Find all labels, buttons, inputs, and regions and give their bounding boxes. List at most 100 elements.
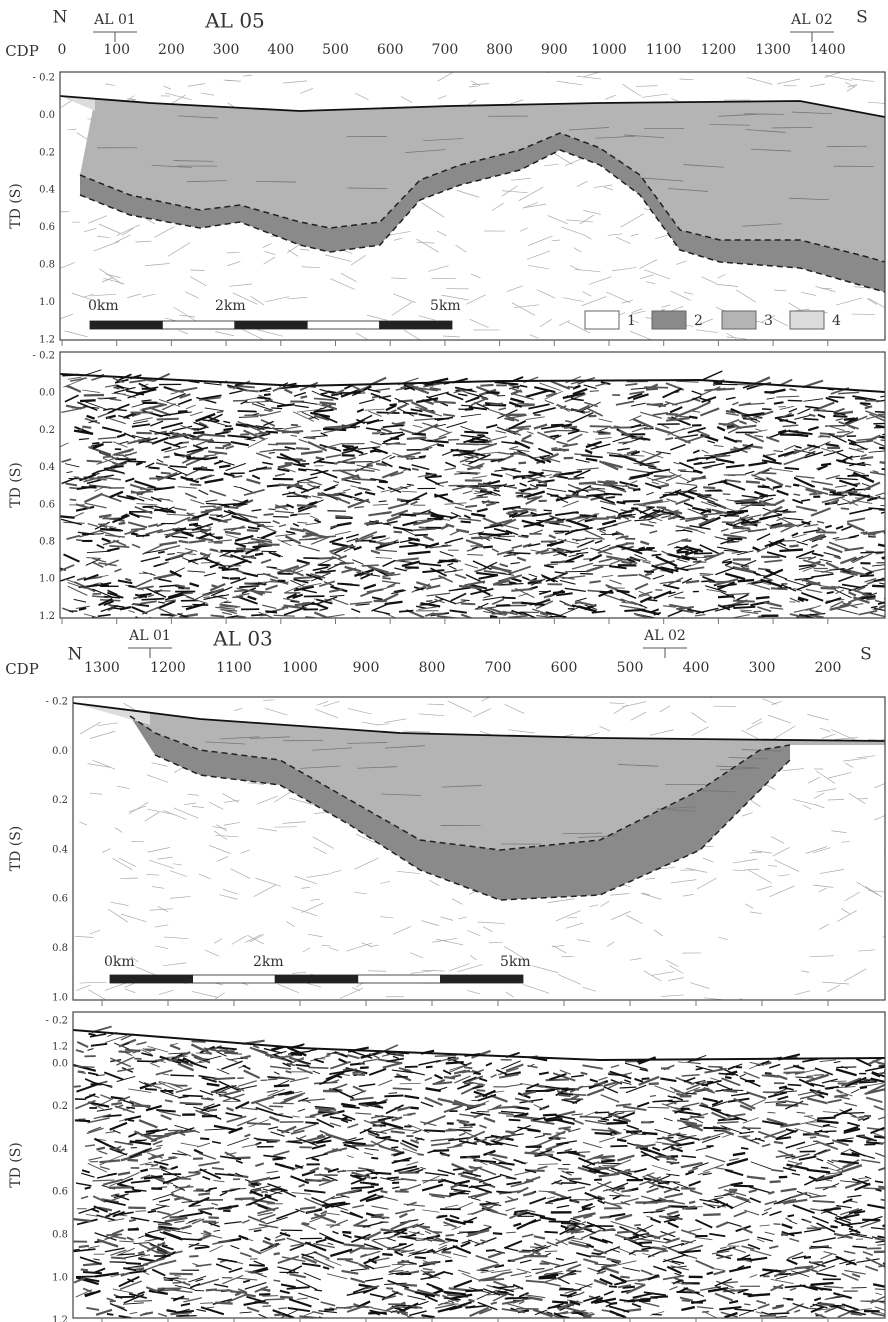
reflector bbox=[415, 518, 435, 522]
reflector bbox=[813, 884, 834, 888]
reflector bbox=[356, 464, 381, 471]
reflector bbox=[510, 428, 524, 434]
reflector bbox=[320, 1210, 328, 1215]
internal-reflector bbox=[742, 223, 783, 227]
reflector bbox=[352, 496, 371, 503]
reflector bbox=[622, 1267, 641, 1272]
reflector bbox=[283, 607, 305, 616]
reflector bbox=[343, 479, 361, 484]
reflector bbox=[454, 472, 470, 475]
reflector bbox=[60, 442, 69, 448]
reflector bbox=[630, 331, 653, 340]
reflector bbox=[585, 457, 598, 462]
reflector bbox=[225, 445, 235, 450]
reflector bbox=[639, 596, 653, 604]
reflector bbox=[130, 532, 138, 536]
reflector bbox=[368, 410, 382, 417]
reflector bbox=[171, 1289, 193, 1294]
reflector bbox=[838, 586, 852, 591]
reflector bbox=[769, 1210, 782, 1217]
reflector bbox=[847, 1194, 862, 1198]
reflector bbox=[634, 582, 649, 591]
reflector bbox=[625, 1084, 647, 1094]
reflector bbox=[726, 336, 747, 340]
reflector bbox=[300, 395, 308, 399]
reflector bbox=[445, 523, 455, 528]
reflector bbox=[584, 529, 603, 539]
reflector bbox=[599, 590, 614, 594]
reflector bbox=[424, 1077, 433, 1082]
reflector bbox=[824, 72, 843, 78]
reflector bbox=[571, 604, 596, 613]
reflector bbox=[167, 242, 191, 257]
reflector bbox=[60, 518, 82, 526]
reflector bbox=[262, 604, 277, 610]
reflector bbox=[825, 561, 839, 570]
reflector bbox=[553, 551, 566, 557]
reflector bbox=[746, 1091, 767, 1100]
reflector bbox=[810, 507, 832, 517]
internal-reflector bbox=[151, 164, 192, 168]
reflector bbox=[723, 419, 740, 427]
reflector bbox=[766, 551, 787, 558]
reflector bbox=[274, 826, 297, 828]
south-label: S bbox=[860, 645, 872, 665]
reflector bbox=[449, 1214, 460, 1220]
reflector bbox=[544, 1230, 558, 1234]
reflector bbox=[556, 1310, 569, 1316]
reflector bbox=[300, 450, 323, 455]
reflector bbox=[630, 233, 639, 237]
reflector bbox=[547, 1196, 555, 1200]
reflector bbox=[792, 433, 809, 438]
reflector bbox=[640, 892, 662, 900]
reflector bbox=[191, 1053, 211, 1064]
reflector bbox=[147, 594, 155, 598]
reflector bbox=[685, 515, 709, 523]
reflector bbox=[551, 944, 565, 948]
reflector bbox=[852, 471, 875, 484]
cdp-tick-label: 900 bbox=[541, 42, 568, 58]
reflector bbox=[726, 499, 745, 503]
reflector bbox=[164, 445, 187, 453]
reflector bbox=[837, 430, 850, 434]
reflector bbox=[208, 1187, 218, 1191]
reflector bbox=[238, 416, 259, 418]
reflector bbox=[794, 990, 811, 996]
reflector bbox=[185, 1218, 201, 1225]
reflector bbox=[777, 1095, 789, 1101]
reflector bbox=[495, 604, 511, 607]
reflector bbox=[866, 298, 877, 305]
reflector bbox=[294, 404, 309, 409]
reflector bbox=[237, 615, 246, 618]
scale-segment bbox=[192, 974, 276, 984]
reflector bbox=[843, 417, 856, 421]
reflector bbox=[300, 249, 310, 251]
reflector bbox=[297, 476, 318, 483]
reflector bbox=[178, 330, 189, 335]
reflector bbox=[416, 241, 435, 244]
reflector bbox=[245, 934, 262, 943]
reflector bbox=[843, 1125, 859, 1133]
reflector bbox=[364, 408, 385, 411]
reflector bbox=[351, 608, 361, 613]
reflector bbox=[527, 479, 536, 483]
reflector bbox=[75, 505, 95, 512]
reflector bbox=[849, 508, 873, 515]
reflector bbox=[188, 522, 199, 527]
reflector bbox=[308, 933, 323, 938]
reflector bbox=[229, 283, 253, 287]
reflector bbox=[796, 1111, 806, 1114]
reflector bbox=[191, 433, 204, 441]
reflector bbox=[852, 552, 873, 564]
reflector bbox=[100, 604, 119, 613]
internal-reflector bbox=[643, 177, 684, 182]
reflector bbox=[65, 482, 78, 487]
reflector bbox=[189, 411, 203, 417]
reflector bbox=[188, 528, 208, 531]
reflector bbox=[225, 534, 241, 540]
reflector bbox=[215, 834, 239, 838]
reflector bbox=[204, 478, 224, 484]
reflector bbox=[301, 401, 318, 405]
reflector bbox=[732, 1151, 746, 1157]
reflector bbox=[773, 450, 783, 453]
